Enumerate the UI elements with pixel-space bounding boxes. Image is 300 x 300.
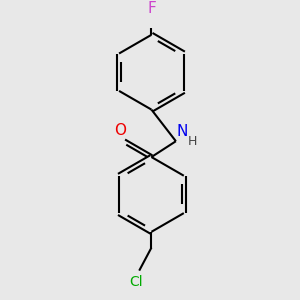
Text: O: O (114, 123, 126, 138)
Text: H: H (188, 135, 197, 148)
Text: F: F (147, 1, 156, 16)
Text: Cl: Cl (129, 275, 142, 289)
Text: N: N (177, 124, 188, 139)
